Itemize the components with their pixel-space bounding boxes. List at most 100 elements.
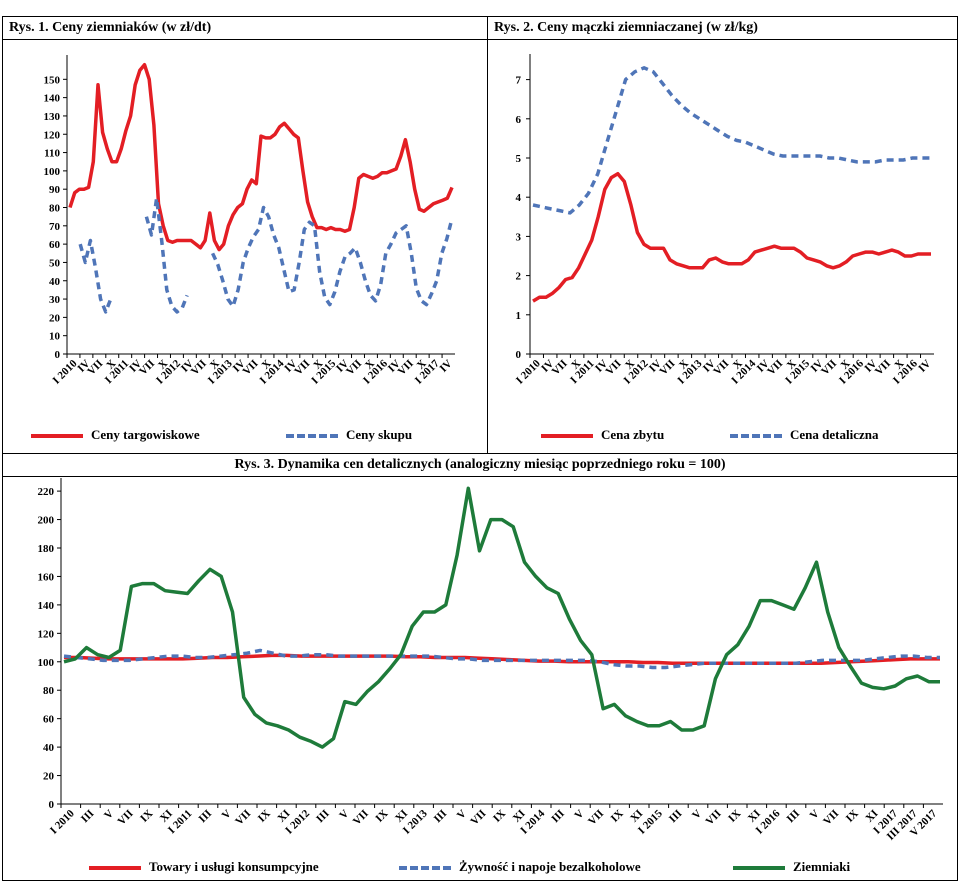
chart-2-legend-swatch-1 <box>541 434 593 439</box>
chart-3-x-tick-label: III <box>667 808 685 826</box>
chart-1-y-tick-label: 150 <box>44 74 61 86</box>
chart-3-legend-swatch-2 <box>399 866 451 871</box>
chart-3-x-tick-label: VII <box>233 808 253 828</box>
chart-2-legend-item-1: Cena zbytu <box>541 427 664 443</box>
chart-3-x-tick-label: III <box>785 808 803 826</box>
chart-1-x-tick-label: VII <box>292 358 312 378</box>
chart-1-x-tick-label: VII <box>137 358 157 378</box>
chart-2-title: Rys. 2. Ceny mączki ziemniaczanej (w zł/… <box>494 20 758 35</box>
chart-2-y-tick-label: 1 <box>516 310 522 322</box>
chart-3-y-tick-label: 100 <box>38 657 55 669</box>
chart-1-y-tick-label: 50 <box>49 257 61 269</box>
chart-3-legend-label-1: Towary i usługi konsumpcyjne <box>149 859 319 874</box>
chart-1-y-tick-label: 110 <box>44 148 60 160</box>
chart-2-x-tick-label: VII <box>819 358 839 378</box>
chart-3-y-tick-label: 220 <box>38 486 55 498</box>
chart-3-y-tick-label: 180 <box>38 543 55 555</box>
chart-2-legend-swatch-2 <box>730 434 782 439</box>
chart-panel-2: Rys. 2. Ceny mączki ziemniaczanej (w zł/… <box>487 16 958 454</box>
chart-2-series-1-line <box>532 171 931 303</box>
chart-3-x-tick-label: IX <box>256 808 273 825</box>
chart-1-x-tick-label: VII <box>344 358 364 378</box>
chart-2-title-divider <box>488 39 957 40</box>
chart-2-legend-item-2: Cena detaliczna <box>730 427 878 443</box>
chart-1-legend-label-1: Ceny targowiskowe <box>91 427 200 442</box>
chart-2-y-tick-label: 3 <box>516 231 522 243</box>
chart-2-x-tick-label: VII <box>550 358 570 378</box>
chart-3-x-tick-label: IX <box>138 808 155 825</box>
chart-1-y-tick-label: 0 <box>55 349 61 361</box>
chart-1-legend-item-1: Ceny targowiskowe <box>31 427 200 443</box>
chart-3-x-tick-label: VII <box>468 808 488 828</box>
chart-3-y-tick-label: 20 <box>43 771 55 783</box>
chart-1-y-tick-label: 80 <box>49 203 61 215</box>
chart-1-legend-label-2: Ceny skupu <box>346 427 413 442</box>
chart-3-x-tick-label: III <box>549 808 567 826</box>
chart-1-x-tick-label: VII <box>85 358 105 378</box>
chart-2-legend-label-1: Cena zbytu <box>601 427 665 442</box>
chart-3-y-tick-label: 80 <box>43 685 55 697</box>
chart-3-legend-item-2: Żywność i napoje bezalkoholowe <box>399 859 641 875</box>
chart-1-y-tick-label: 30 <box>49 294 61 306</box>
chart-2-y-tick-label: 4 <box>516 192 522 204</box>
chart-3-series-3-line <box>63 486 940 749</box>
chart-1-y-tick-label: 120 <box>44 129 61 141</box>
chart-3-x-tick-label: V <box>102 808 116 822</box>
chart-1-x-tick-label: IV <box>438 358 455 375</box>
chart-3-title-divider <box>3 476 957 477</box>
chart-1-x-tick-label: I 2010 <box>51 357 80 386</box>
chart-3-x-tick-label: IX <box>609 808 626 825</box>
chart-2-x-tick-label: VII <box>603 358 623 378</box>
chart-2-y-tick-label: 7 <box>516 75 522 87</box>
chart-3-x-tick-label: VII <box>821 808 841 828</box>
chart-3-x-tick-label: V <box>572 808 586 822</box>
chart-1-y-tick-label: 40 <box>49 276 61 288</box>
chart-3-y-tick-label: 140 <box>38 600 55 612</box>
chart-3-x-tick-label: V <box>337 808 351 822</box>
chart-2-x-tick-label: VII <box>873 358 893 378</box>
chart-1-y-tick-label: 100 <box>44 166 61 178</box>
chart-3-legend-item-1: Towary i usługi konsumpcyjne <box>89 859 319 875</box>
chart-panel-3: Rys. 3. Dynamika cen detalicznych (analo… <box>2 453 958 881</box>
chart-3-x-tick-label: V <box>220 808 234 822</box>
chart-1-title-divider <box>3 39 487 40</box>
chart-3-x-tick-label: V <box>808 808 822 822</box>
chart-3-x-tick-label: I 2010 <box>48 807 77 836</box>
chart-2-x-tick-label: VII <box>711 358 731 378</box>
chart-2-x-tick-label: VII <box>765 358 785 378</box>
chart-2-y-tick-label: 0 <box>516 349 522 361</box>
chart-3-y-tick-label: 40 <box>43 742 55 754</box>
chart-1-x-tick-label: VII <box>240 358 260 378</box>
chart-1-x-tick-label: VII <box>396 358 416 378</box>
chart-2-y-tick-label: 2 <box>516 271 522 283</box>
chart-3-x-tick-label: III <box>197 808 215 826</box>
chart-3-x-tick-label: III <box>314 808 332 826</box>
chart-3-x-tick-label: IX <box>373 808 390 825</box>
chart-1-legend-swatch-2 <box>286 434 338 439</box>
chart-1-y-tick-label: 70 <box>49 221 61 233</box>
chart-3-legend-swatch-3 <box>733 866 785 871</box>
chart-1-legend-item-2: Ceny skupu <box>286 427 412 443</box>
chart-1-y-tick-label: 20 <box>49 312 61 324</box>
chart-1-series-2-line <box>78 196 454 314</box>
chart-3-x-tick-label: IX <box>726 808 743 825</box>
chart-1-series-1-line <box>68 62 454 252</box>
chart-3-x-tick-label: VII <box>116 808 136 828</box>
chart-3-legend-label-2: Żywność i napoje bezalkoholowe <box>459 859 641 874</box>
chart-2-x-tick-label: VII <box>657 358 677 378</box>
chart-1-y-tick-label: 60 <box>49 239 61 251</box>
chart-1-legend-swatch-1 <box>31 434 83 439</box>
chart-3-x-tick-label: IX <box>491 808 508 825</box>
chart-1-y-tick-label: 10 <box>49 331 61 343</box>
chart-3-x-tick-label: IX <box>844 808 861 825</box>
chart-3-legend-swatch-1 <box>89 866 141 871</box>
chart-2-series-2-line <box>532 66 931 215</box>
chart-1-plot: 0 10 20 30 40 50 60 70 80 90 100 110 120 130 140 150 I 2… <box>44 55 455 387</box>
chart-panel-1: Rys. 1. Ceny ziemniaków (w zł/dt) 0 10 20 3… <box>2 16 488 454</box>
chart-3-legend-label-3: Ziemniaki <box>793 859 851 874</box>
chart-1-y-tick-label: 90 <box>49 184 61 196</box>
chart-2-x-tick-label: IV <box>916 358 933 375</box>
chart-1-y-tick-label: 130 <box>44 111 61 123</box>
